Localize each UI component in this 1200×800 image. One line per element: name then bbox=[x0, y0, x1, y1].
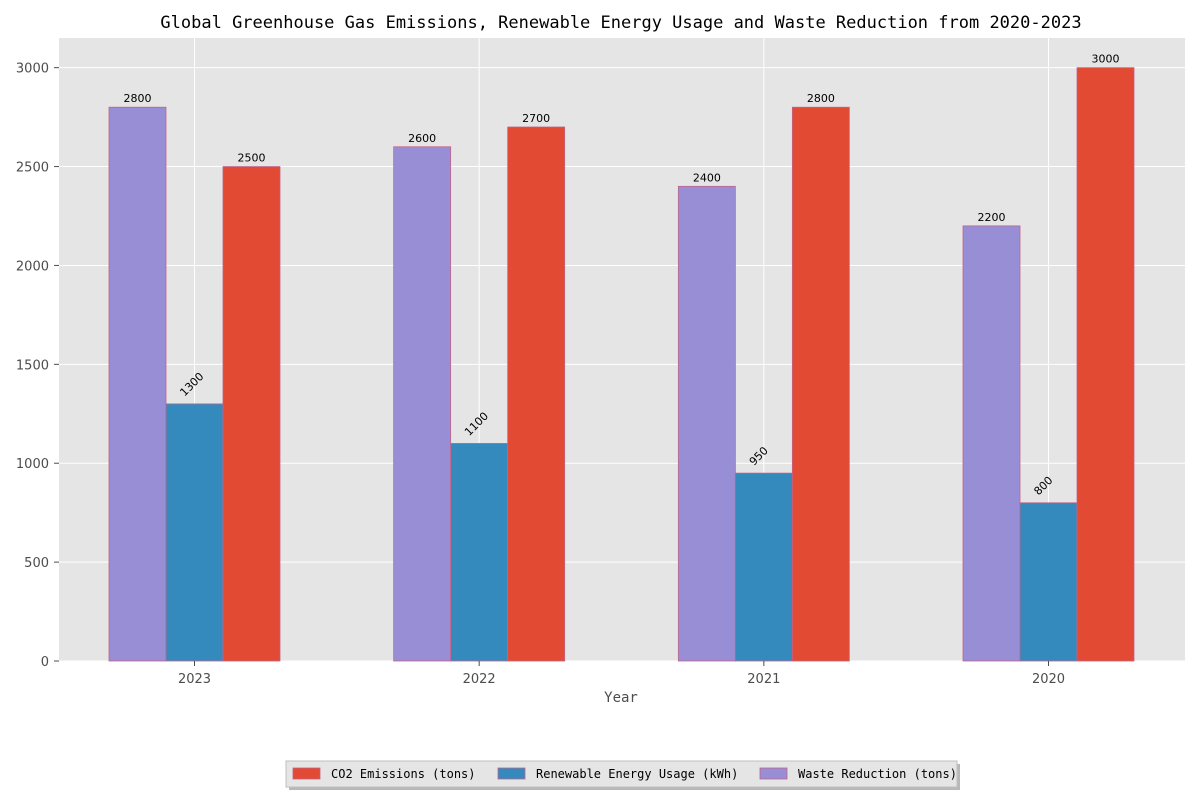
bars bbox=[108, 67, 1135, 662]
bar bbox=[962, 225, 1021, 662]
bar bbox=[165, 403, 224, 662]
y-tick-label: 500 bbox=[24, 556, 49, 571]
legend-box bbox=[285, 760, 958, 788]
bar bbox=[108, 106, 167, 662]
chart-title: Global Greenhouse Gas Emissions, Renewab… bbox=[160, 13, 1081, 33]
y-tick-label: 1500 bbox=[16, 358, 49, 373]
bar-value-label: 2400 bbox=[693, 171, 721, 184]
legend-entry-label: Waste Reduction (tons) bbox=[798, 767, 957, 781]
bar bbox=[734, 472, 793, 662]
x-axis-ticks: 2023 2022 2021 2020 bbox=[178, 661, 1065, 687]
bar-value-label: 2800 bbox=[124, 92, 152, 105]
bar bbox=[791, 106, 850, 662]
y-tick-label: 0 bbox=[41, 655, 49, 670]
bar bbox=[450, 443, 509, 662]
bar bbox=[393, 146, 452, 662]
bar bbox=[1019, 502, 1078, 662]
bar bbox=[1076, 67, 1135, 662]
bar-value-label: 2200 bbox=[978, 211, 1006, 224]
legend: CO2 Emissions (tons) Renewable Energy Usa… bbox=[285, 760, 960, 790]
legend-swatch bbox=[759, 767, 788, 780]
x-tick-label: 2022 bbox=[463, 672, 496, 687]
bar-value-label: 2700 bbox=[522, 112, 550, 125]
y-tick-label: 2000 bbox=[16, 259, 49, 274]
y-axis-ticks: 0 500 1000 1500 2000 2500 3000 bbox=[16, 62, 59, 670]
y-tick-label: 1000 bbox=[16, 457, 49, 472]
bar bbox=[222, 166, 281, 662]
bar-value-label: 3000 bbox=[1092, 53, 1120, 66]
y-tick-label: 2500 bbox=[16, 161, 49, 176]
legend-swatch bbox=[292, 767, 321, 780]
bar-value-label: 2600 bbox=[408, 132, 436, 145]
legend-entry-label: Renewable Energy Usage (kWh) bbox=[536, 767, 738, 781]
legend-swatch bbox=[497, 767, 526, 780]
x-tick-label: 2023 bbox=[178, 672, 211, 687]
y-tick-label: 3000 bbox=[16, 62, 49, 77]
x-tick-label: 2020 bbox=[1032, 672, 1065, 687]
bar-value-label: 2800 bbox=[807, 92, 835, 105]
bar-value-label: 2500 bbox=[238, 152, 266, 165]
bar bbox=[507, 126, 566, 662]
x-tick-label: 2021 bbox=[747, 672, 780, 687]
bar bbox=[677, 185, 736, 662]
x-axis-label: Year bbox=[604, 690, 638, 706]
legend-entry-label: CO2 Emissions (tons) bbox=[331, 767, 476, 781]
